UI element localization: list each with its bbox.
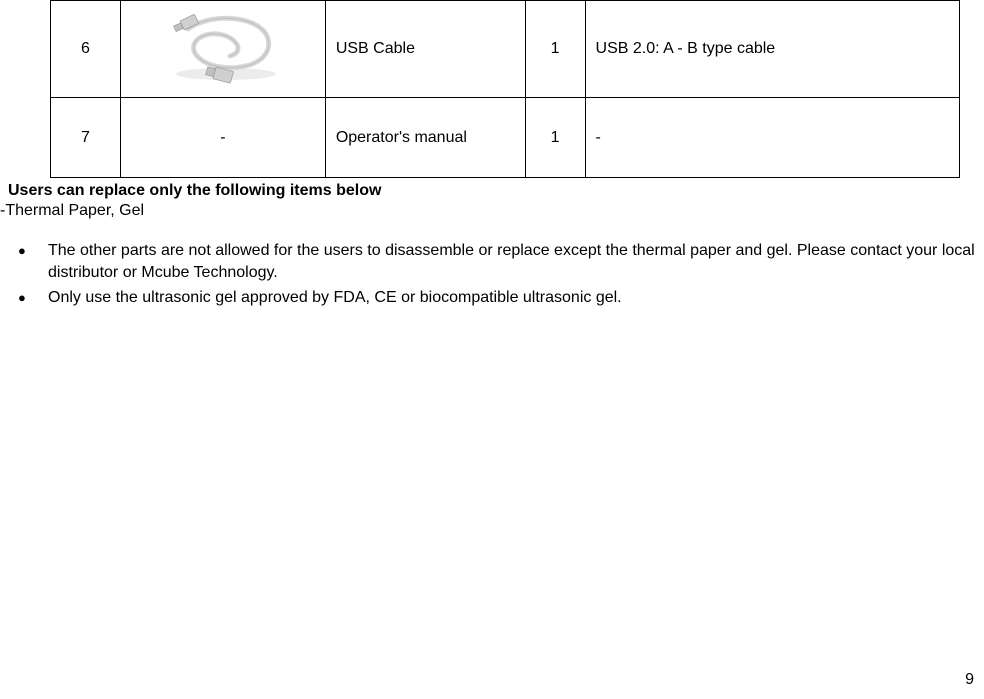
cell-image xyxy=(120,1,325,98)
parts-table: 6 USB Cable 1 USB 2.0 xyxy=(50,0,960,178)
table-row: 7 - Operator's manual 1 - xyxy=(51,98,960,178)
cell-row-number: 6 xyxy=(51,1,121,98)
usb-cable-icon xyxy=(158,9,288,84)
cell-quantity: 1 xyxy=(525,98,585,178)
notes-list: The other parts are not allowed for the … xyxy=(8,240,984,309)
cell-part-name: Operator's manual xyxy=(325,98,525,178)
parts-table-container: 6 USB Cable 1 USB 2.0 xyxy=(50,0,984,178)
section-heading: Users can replace only the following ite… xyxy=(8,182,984,200)
cell-quantity: 1 xyxy=(525,1,585,98)
section-subheading: -Thermal Paper, Gel xyxy=(0,202,984,220)
page-number: 9 xyxy=(965,671,974,689)
cell-part-name: USB Cable xyxy=(325,1,525,98)
cell-image: - xyxy=(120,98,325,178)
table-row: 6 USB Cable 1 USB 2.0 xyxy=(51,1,960,98)
list-item: The other parts are not allowed for the … xyxy=(48,240,984,283)
cell-description: USB 2.0: A - B type cable xyxy=(585,1,959,98)
list-item: Only use the ultrasonic gel approved by … xyxy=(48,287,984,309)
cell-description: - xyxy=(585,98,959,178)
cell-row-number: 7 xyxy=(51,98,121,178)
